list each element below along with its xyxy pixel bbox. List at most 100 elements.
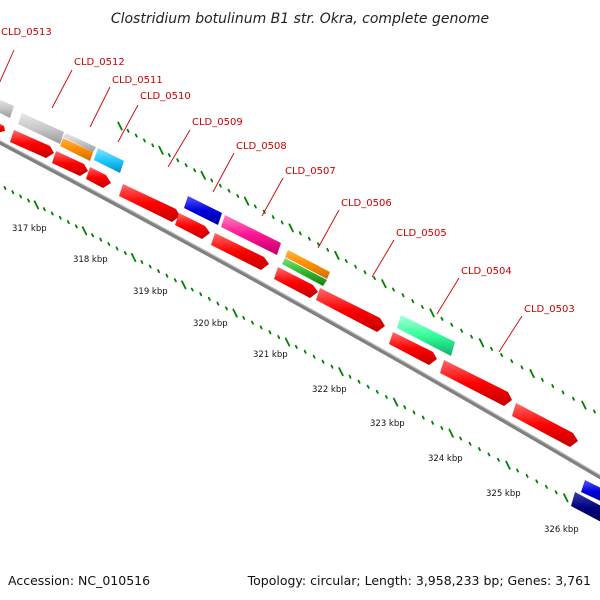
kbp-label: 324 kbp [428,454,463,464]
major-tick [284,337,291,347]
minor-tick [224,306,228,311]
gene-cld-0507a[interactable] [285,250,330,279]
minor-tick [401,293,405,298]
minor-tick [19,194,23,199]
major-tick [181,280,187,290]
minor-tick [173,278,177,283]
gene-red-10[interactable] [389,332,437,365]
major-tick [288,223,294,233]
minor-tick [134,133,138,138]
gene-red-6[interactable] [175,213,210,239]
kbp-label: 322 kbp [312,385,347,395]
minor-tick [321,359,325,364]
major-tick [243,196,250,206]
gene-outer-edge-blue[interactable] [581,480,600,503]
gene-cld-0513[interactable] [0,98,14,118]
minor-tick [107,242,111,247]
minor-tick [411,299,415,304]
minor-tick [199,292,203,297]
gene-red-3[interactable] [52,151,88,176]
minor-tick [477,447,481,452]
minor-tick [440,316,444,321]
minor-tick [459,436,463,441]
gene-cld-0511[interactable] [63,133,96,152]
minor-tick [66,220,70,225]
gene-red-4[interactable] [86,167,111,188]
minor-tick [142,138,146,143]
minor-tick [535,479,539,484]
minor-tick [227,188,231,193]
gene-red-9[interactable] [316,288,385,332]
minor-tick [487,452,491,457]
minor-tick [525,473,529,478]
minor-tick [115,246,119,251]
kbp-label: 319 kbp [133,287,168,297]
gene-cld-0504[interactable] [397,315,455,356]
minor-tick [375,389,379,394]
accession-text: Accession: NC_010516 [8,573,151,588]
topology-text: Topology: circular; Length: 3,958,233 bp… [247,573,591,588]
minor-tick [561,390,565,395]
gene-red-11[interactable] [440,360,512,406]
minor-tick [551,384,555,389]
map-title: Clostridium botulinum B1 str. Okra, comp… [111,11,489,27]
minor-tick [165,273,169,278]
minor-tick [148,264,152,269]
gene-label[interactable]: CLD_0504 [461,266,512,277]
minor-tick [58,215,62,220]
gene-red-7[interactable] [211,233,269,270]
gene-navy-edge[interactable] [571,492,600,524]
kbp-label: 323 kbp [370,419,405,429]
major-tick [334,250,340,260]
gene-label[interactable]: CLD_0511 [112,75,163,86]
gene-label[interactable]: CLD_0509 [192,117,243,128]
minor-tick [157,269,161,274]
major-tick [232,308,238,318]
minor-tick [259,325,263,330]
gene-label[interactable]: CLD_0506 [341,198,392,209]
minor-tick [344,258,348,264]
minor-tick [126,128,130,133]
minor-tick [303,349,307,354]
minor-tick [490,346,494,351]
minor-tick [572,396,575,401]
gene-cld-0511b[interactable] [60,138,93,161]
gene-red-12[interactable] [512,403,578,447]
gene-red-8[interactable] [274,267,318,298]
gene-label[interactable]: CLD_0508 [236,141,287,152]
major-tick [529,369,535,379]
outer-strand-genes [0,98,600,503]
gene-label[interactable]: CLD_0505 [396,228,447,239]
gene-cld-0509[interactable] [184,196,222,225]
major-tick [478,338,485,348]
kbp-label: 317 kbp [12,224,47,234]
minor-tick [242,315,246,320]
inner-tick-track [3,185,597,517]
minor-tick [554,490,558,495]
minor-tick [218,183,222,188]
major-tick [33,200,40,210]
gene-red-5[interactable] [119,184,180,222]
gene-label[interactable]: CLD_0510 [140,91,191,102]
gene-cld-0512[interactable] [18,113,64,144]
gene-cld-0510[interactable] [94,148,124,173]
gene-cld-0507b[interactable] [282,258,327,286]
gene-cld-0508[interactable] [221,215,281,255]
minor-tick [363,270,367,275]
gene-red-2[interactable] [10,130,54,158]
minor-tick [357,379,361,384]
minor-tick [403,405,407,410]
gene-label[interactable]: CLD_0503 [524,304,575,315]
minor-tick [470,334,474,339]
minor-tick [268,330,272,335]
minor-tick [151,143,155,148]
gene-red-1[interactable] [0,122,5,133]
minor-tick [277,335,281,340]
genome-backbone [0,140,600,480]
gene-label[interactable]: CLD_0512 [74,57,125,68]
gene-label[interactable]: CLD_0513 [1,27,52,38]
major-tick [81,226,88,236]
inner-strand-genes [0,122,600,524]
major-tick [381,279,387,289]
gene-label[interactable]: CLD_0507 [285,166,336,177]
